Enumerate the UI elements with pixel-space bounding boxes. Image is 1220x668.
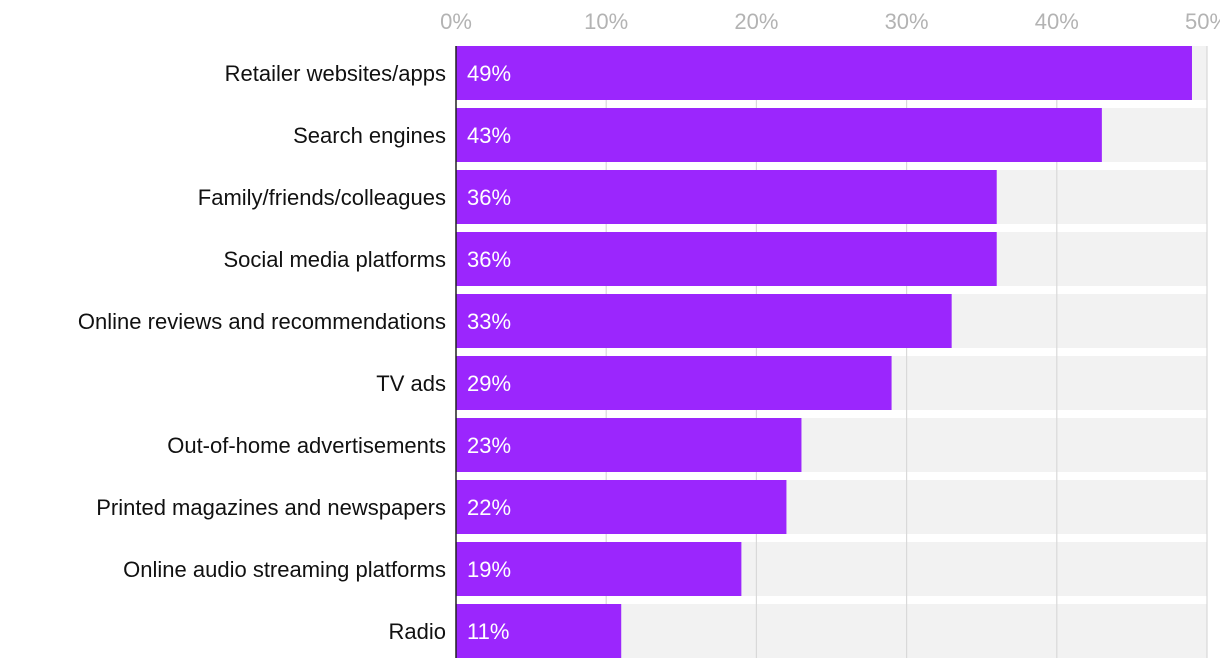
category-label: Radio	[389, 619, 446, 644]
bar	[456, 46, 1192, 100]
bars	[456, 46, 1192, 658]
category-label: Search engines	[293, 123, 446, 148]
category-label: Printed magazines and newspapers	[96, 495, 446, 520]
bar	[456, 356, 892, 410]
x-tick-label: 30%	[885, 9, 929, 34]
value-label: 11%	[467, 619, 509, 644]
value-label: 19%	[467, 557, 511, 582]
bar	[456, 418, 802, 472]
value-labels: 49% 43% 36% 36% 33% 29% 23% 22% 19% 11%	[467, 61, 511, 644]
category-label: Retailer websites/apps	[225, 61, 446, 86]
value-label: 23%	[467, 433, 511, 458]
bar	[456, 294, 952, 348]
category-label: TV ads	[376, 371, 446, 396]
category-label: Online reviews and recommendations	[78, 309, 446, 334]
value-label: 29%	[467, 371, 511, 396]
bar	[456, 232, 997, 286]
bar	[456, 480, 787, 534]
x-tick-label: 10%	[584, 9, 628, 34]
x-tick-labels: 0% 10% 20% 30% 40% 50%	[440, 9, 1220, 34]
value-label: 43%	[467, 123, 511, 148]
value-label: 36%	[467, 185, 511, 210]
x-tick-label: 50%	[1185, 9, 1220, 34]
category-label: Social media platforms	[223, 247, 446, 272]
bar	[456, 170, 997, 224]
value-label: 36%	[467, 247, 511, 272]
value-label: 22%	[467, 495, 511, 520]
value-label: 33%	[467, 309, 511, 334]
bar	[456, 108, 1102, 162]
bar	[456, 542, 742, 596]
category-label: Family/friends/colleagues	[198, 185, 446, 210]
bar	[456, 604, 622, 658]
category-label: Online audio streaming platforms	[123, 557, 446, 582]
x-tick-label: 20%	[734, 9, 778, 34]
category-labels: Retailer websites/apps Search engines Fami…	[78, 61, 446, 644]
value-label: 49%	[467, 61, 511, 86]
x-tick-label: 40%	[1035, 9, 1079, 34]
x-tick-label: 0%	[440, 9, 472, 34]
category-label: Out-of-home advertisements	[167, 433, 446, 458]
